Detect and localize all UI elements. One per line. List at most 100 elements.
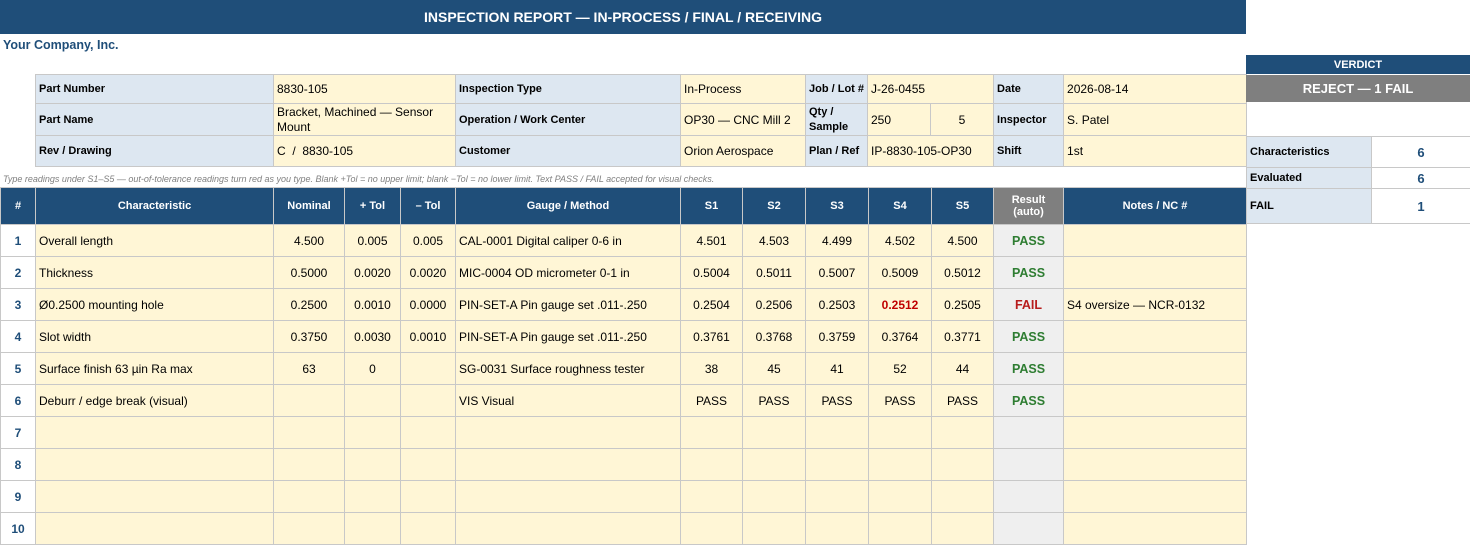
minus-tol-cell[interactable] xyxy=(401,449,456,481)
s5-reading[interactable] xyxy=(932,481,994,513)
s4-reading[interactable] xyxy=(869,449,932,481)
s5-reading[interactable]: 0.3771 xyxy=(932,321,994,353)
nominal-cell[interactable] xyxy=(274,513,345,545)
s4-reading[interactable]: 52 xyxy=(869,353,932,385)
s5-reading[interactable]: 0.5012 xyxy=(932,257,994,289)
s2-reading[interactable]: 0.2506 xyxy=(743,289,806,321)
job-lot-field[interactable]: J-26-0455 xyxy=(868,75,994,104)
s3-reading[interactable]: 0.3759 xyxy=(806,321,869,353)
nominal-cell[interactable]: 0.2500 xyxy=(274,289,345,321)
minus-tol-cell[interactable]: 0.0000 xyxy=(401,289,456,321)
notes-cell[interactable] xyxy=(1064,225,1247,257)
nominal-cell[interactable]: 0.3750 xyxy=(274,321,345,353)
customer-field[interactable]: Orion Aerospace xyxy=(681,136,806,167)
plus-tol-cell[interactable]: 0.0020 xyxy=(345,257,401,289)
plan-ref-field[interactable]: IP-8830-105-OP30 xyxy=(868,136,994,167)
gauge-cell[interactable]: MIC-0004 OD micrometer 0-1 in xyxy=(456,257,681,289)
nominal-cell[interactable]: 4.500 xyxy=(274,225,345,257)
gauge-cell[interactable]: VIS Visual xyxy=(456,385,681,417)
s3-reading[interactable]: 0.5007 xyxy=(806,257,869,289)
s5-reading[interactable] xyxy=(932,513,994,545)
s4-reading[interactable]: PASS xyxy=(869,385,932,417)
s5-reading[interactable]: PASS xyxy=(932,385,994,417)
inspector-field[interactable]: S. Patel xyxy=(1064,104,1247,136)
s3-reading[interactable] xyxy=(806,449,869,481)
characteristic-cell[interactable]: Overall length xyxy=(36,225,274,257)
minus-tol-cell[interactable] xyxy=(401,417,456,449)
part-name-field[interactable]: Bracket, Machined — Sensor Mount xyxy=(274,104,456,136)
gauge-cell[interactable]: PIN-SET-A Pin gauge set .011-.250 xyxy=(456,321,681,353)
s2-reading[interactable]: 0.5011 xyxy=(743,257,806,289)
plus-tol-cell[interactable] xyxy=(345,385,401,417)
s4-reading[interactable]: 0.5009 xyxy=(869,257,932,289)
sample-field[interactable]: 5 xyxy=(931,104,994,136)
s4-reading[interactable] xyxy=(869,417,932,449)
gauge-cell[interactable] xyxy=(456,513,681,545)
s1-reading[interactable]: 0.5004 xyxy=(681,257,743,289)
characteristic-cell[interactable]: Ø0.2500 mounting hole xyxy=(36,289,274,321)
characteristic-cell[interactable]: Thickness xyxy=(36,257,274,289)
minus-tol-cell[interactable] xyxy=(401,513,456,545)
rev-drawing-field[interactable]: C / 8830-105 xyxy=(274,136,456,167)
part-number-field[interactable]: 8830-105 xyxy=(274,75,456,104)
s4-reading[interactable]: 4.502 xyxy=(869,225,932,257)
notes-cell[interactable] xyxy=(1064,353,1247,385)
nominal-cell[interactable]: 63 xyxy=(274,353,345,385)
characteristic-cell[interactable]: Deburr / edge break (visual) xyxy=(36,385,274,417)
nominal-cell[interactable] xyxy=(274,449,345,481)
plus-tol-cell[interactable] xyxy=(345,481,401,513)
s2-reading[interactable]: 4.503 xyxy=(743,225,806,257)
characteristic-cell[interactable] xyxy=(36,513,274,545)
operation-field[interactable]: OP30 — CNC Mill 2 xyxy=(681,104,806,136)
notes-cell[interactable]: S4 oversize — NCR-0132 xyxy=(1064,289,1247,321)
s3-reading[interactable] xyxy=(806,417,869,449)
characteristic-cell[interactable] xyxy=(36,417,274,449)
plus-tol-cell[interactable] xyxy=(345,449,401,481)
s5-reading[interactable] xyxy=(932,417,994,449)
s3-reading[interactable] xyxy=(806,513,869,545)
s2-reading[interactable]: PASS xyxy=(743,385,806,417)
s3-reading[interactable]: 41 xyxy=(806,353,869,385)
s5-reading[interactable] xyxy=(932,449,994,481)
notes-cell[interactable] xyxy=(1064,385,1247,417)
s1-reading[interactable]: 0.2504 xyxy=(681,289,743,321)
minus-tol-cell[interactable] xyxy=(401,353,456,385)
s3-reading[interactable]: 4.499 xyxy=(806,225,869,257)
inspection-type-field[interactable]: In-Process xyxy=(681,75,806,104)
s1-reading[interactable]: 38 xyxy=(681,353,743,385)
notes-cell[interactable] xyxy=(1064,449,1247,481)
qty-field[interactable]: 250 xyxy=(868,104,931,136)
plus-tol-cell[interactable]: 0 xyxy=(345,353,401,385)
s2-reading[interactable] xyxy=(743,513,806,545)
s2-reading[interactable]: 0.3768 xyxy=(743,321,806,353)
s1-reading[interactable]: PASS xyxy=(681,385,743,417)
s2-reading[interactable]: 45 xyxy=(743,353,806,385)
minus-tol-cell[interactable]: 0.0020 xyxy=(401,257,456,289)
s3-reading[interactable]: 0.2503 xyxy=(806,289,869,321)
plus-tol-cell[interactable]: 0.0030 xyxy=(345,321,401,353)
date-field[interactable]: 2026-08-14 xyxy=(1064,75,1247,104)
s5-reading[interactable]: 0.2505 xyxy=(932,289,994,321)
s4-reading[interactable]: 0.3764 xyxy=(869,321,932,353)
nominal-cell[interactable] xyxy=(274,417,345,449)
s1-reading[interactable] xyxy=(681,513,743,545)
characteristic-cell[interactable] xyxy=(36,449,274,481)
notes-cell[interactable] xyxy=(1064,481,1247,513)
plus-tol-cell[interactable]: 0.005 xyxy=(345,225,401,257)
nominal-cell[interactable]: 0.5000 xyxy=(274,257,345,289)
minus-tol-cell[interactable]: 0.0010 xyxy=(401,321,456,353)
gauge-cell[interactable] xyxy=(456,417,681,449)
notes-cell[interactable] xyxy=(1064,321,1247,353)
gauge-cell[interactable] xyxy=(456,481,681,513)
characteristic-cell[interactable]: Slot width xyxy=(36,321,274,353)
characteristic-cell[interactable] xyxy=(36,481,274,513)
s4-reading[interactable] xyxy=(869,481,932,513)
s1-reading[interactable] xyxy=(681,449,743,481)
nominal-cell[interactable] xyxy=(274,481,345,513)
characteristic-cell[interactable]: Surface finish 63 µin Ra max xyxy=(36,353,274,385)
s2-reading[interactable] xyxy=(743,417,806,449)
plus-tol-cell[interactable] xyxy=(345,417,401,449)
shift-field[interactable]: 1st xyxy=(1064,136,1247,167)
s1-reading[interactable] xyxy=(681,417,743,449)
notes-cell[interactable] xyxy=(1064,513,1247,545)
